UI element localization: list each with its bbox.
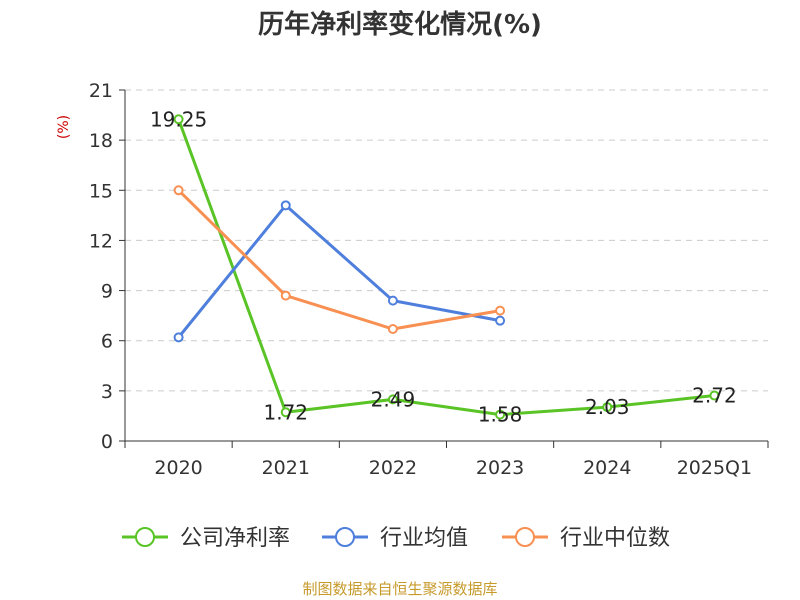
- legend-marker: [515, 527, 535, 547]
- data-point: [173, 332, 184, 343]
- legend-label: 行业中位数: [560, 526, 670, 551]
- y-tick-label: 12: [89, 230, 113, 252]
- series-line: [177, 203, 501, 339]
- data-point: [709, 390, 720, 401]
- series-line: [177, 118, 715, 417]
- legend-marker: [335, 527, 355, 547]
- y-tick-label: 9: [101, 281, 113, 303]
- x-tick-label: 2023: [476, 457, 524, 479]
- data-point: [387, 394, 398, 405]
- grid-lines: [125, 89, 768, 392]
- legend: 公司净利率 行业均值 行业中位数: [122, 526, 670, 551]
- y-tick-label: 21: [89, 80, 113, 102]
- x-tick-label: 2025Q1: [677, 457, 752, 479]
- y-tick-label: 0: [101, 431, 113, 453]
- x-tick-label: 2022: [369, 457, 417, 479]
- legend-label: 公司净利率: [180, 526, 290, 551]
- data-label: 2.49: [371, 387, 416, 411]
- data-label: 1.72: [263, 400, 308, 424]
- data-point: [387, 295, 398, 306]
- x-tick-label: 2021: [262, 457, 310, 479]
- data-point: [387, 324, 398, 335]
- x-tick-label: 2024: [583, 457, 631, 479]
- y-tick-label: 15: [89, 180, 113, 202]
- data-point: [280, 407, 291, 418]
- data-point: [173, 114, 184, 125]
- data-label: 19.25: [150, 107, 207, 131]
- y-tick-label: 3: [101, 381, 113, 403]
- axes: 0 3 6 9 12 15 18 21 2020 2021 2022 2023 2024 2025Q1: [89, 80, 769, 479]
- x-tick-label: 2020: [154, 457, 202, 479]
- y-tick-label: 6: [101, 331, 113, 353]
- data-point: [280, 290, 291, 301]
- data-point: [495, 315, 506, 326]
- series-line: [177, 189, 501, 331]
- legend-marker: [135, 527, 155, 547]
- data-source: 制图数据来自恒生聚源数据库: [302, 580, 498, 598]
- data-label: 1.58: [478, 403, 523, 427]
- chart-title: 历年净利率变化情况(%): [258, 10, 542, 40]
- data-labels: 19.25 1.72 2.49 1.58 2.03 2.72: [150, 107, 737, 426]
- legend-label: 行业均值: [380, 526, 468, 551]
- series-lines: [173, 114, 720, 420]
- data-label: 2.03: [585, 395, 630, 419]
- data-point: [280, 200, 291, 211]
- data-point: [173, 185, 184, 196]
- y-axis-label: (%): [56, 115, 72, 139]
- data-label: 2.72: [692, 384, 737, 408]
- data-point: [602, 402, 613, 413]
- data-point: [495, 409, 506, 420]
- y-tick-label: 18: [89, 130, 113, 152]
- data-point: [495, 305, 506, 316]
